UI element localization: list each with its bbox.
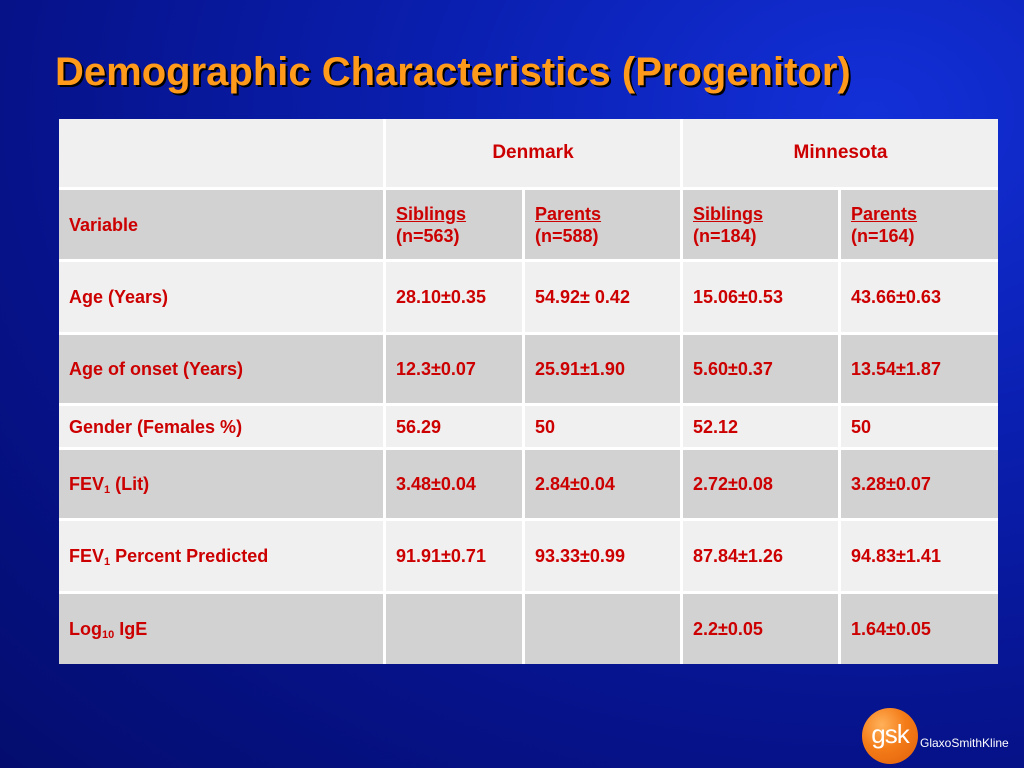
- table-corner-cell: [59, 119, 386, 190]
- group-header-denmark: Denmark: [386, 119, 683, 190]
- row-label-rest: Percent Predicted: [110, 546, 269, 566]
- table-cell: 91.91±0.71: [386, 521, 525, 594]
- table-cell: 87.84±1.26: [683, 521, 841, 594]
- table-cell: 52.12: [683, 406, 841, 450]
- table-cell: 2.2±0.05: [683, 594, 841, 664]
- table-cell: 50: [525, 406, 683, 450]
- table-cell: 56.29: [386, 406, 525, 450]
- row-label-main: FEV: [69, 474, 105, 494]
- column-header-label: Siblings: [693, 203, 764, 224]
- table-cell: 94.83±1.41: [841, 521, 998, 594]
- table-cell: 3.48±0.04: [386, 450, 525, 521]
- table-row: Age (Years) 28.10±0.35 54.92± 0.42 15.06…: [59, 262, 998, 335]
- table-row: FEV1 (Lit) 3.48±0.04 2.84±0.04 2.72±0.08…: [59, 450, 998, 521]
- column-header: Parents (n=588): [525, 190, 683, 262]
- column-header-n: (n=184): [693, 225, 757, 246]
- table-row: Age of onset (Years) 12.3±0.07 25.91±1.9…: [59, 335, 998, 406]
- column-header-label: Parents: [535, 203, 602, 224]
- row-label-main: Log: [69, 619, 102, 639]
- table-row: Log10 IgE 2.2±0.05 1.64±0.05: [59, 594, 998, 664]
- table-row: FEV1 Percent Predicted 91.91±0.71 93.33±…: [59, 521, 998, 594]
- column-header: Siblings (n=184): [683, 190, 841, 262]
- row-label: Age (Years): [59, 262, 386, 335]
- table-cell: 1.64±0.05: [841, 594, 998, 664]
- column-header-n: (n=164): [851, 225, 915, 246]
- column-header-label: Parents: [851, 203, 918, 224]
- table-cell: 2.84±0.04: [525, 450, 683, 521]
- row-label: Log10 IgE: [59, 594, 386, 664]
- column-header: Parents (n=164): [841, 190, 998, 262]
- group-header-minnesota: Minnesota: [683, 119, 998, 190]
- table-cell: 50: [841, 406, 998, 450]
- page-title: Demographic Characteristics (Progenitor): [55, 50, 851, 94]
- table-row: Gender (Females %) 56.29 50 52.12 50: [59, 406, 998, 450]
- gsk-logo: gsk GlaxoSmithKline: [862, 708, 1022, 764]
- table-cell: 25.91±1.90: [525, 335, 683, 406]
- table-cell: 13.54±1.87: [841, 335, 998, 406]
- column-header-label: Siblings: [396, 203, 467, 224]
- table-header-group-row: Denmark Minnesota: [59, 119, 998, 190]
- table-cell: 28.10±0.35: [386, 262, 525, 335]
- row-label-subscript: 1: [104, 484, 111, 496]
- row-label: FEV1 Percent Predicted: [59, 521, 386, 594]
- column-header: Siblings (n=563): [386, 190, 525, 262]
- table-cell: [386, 594, 525, 664]
- demographics-table: Denmark Minnesota Variable Siblings (n=56…: [59, 119, 998, 664]
- row-label: Age of onset (Years): [59, 335, 386, 406]
- table-cell: 54.92± 0.42: [525, 262, 683, 335]
- column-header-n: (n=563): [396, 225, 460, 246]
- table-cell: 2.72±0.08: [683, 450, 841, 521]
- table-cell: 5.60±0.37: [683, 335, 841, 406]
- table-header-row: Variable Siblings (n=563) Parents (n=588) …: [59, 190, 998, 262]
- table-cell: 3.28±0.07: [841, 450, 998, 521]
- company-name: GlaxoSmithKline: [920, 736, 1009, 750]
- gsk-logo-icon: gsk: [862, 708, 918, 764]
- table-cell: 43.66±0.63: [841, 262, 998, 335]
- row-label-rest: (Lit): [110, 474, 150, 494]
- variable-header: Variable: [59, 190, 386, 262]
- row-label: Gender (Females %): [59, 406, 386, 450]
- row-label-rest: IgE: [114, 619, 148, 639]
- row-label-subscript: 1: [104, 556, 111, 568]
- table-cell: [525, 594, 683, 664]
- row-label-subscript: 10: [102, 629, 115, 641]
- table-cell: 93.33±0.99: [525, 521, 683, 594]
- gsk-logo-mark: gsk: [871, 719, 909, 749]
- row-label-main: FEV: [69, 546, 105, 566]
- table-cell: 12.3±0.07: [386, 335, 525, 406]
- row-label: FEV1 (Lit): [59, 450, 386, 521]
- column-header-n: (n=588): [535, 225, 599, 246]
- table-cell: 15.06±0.53: [683, 262, 841, 335]
